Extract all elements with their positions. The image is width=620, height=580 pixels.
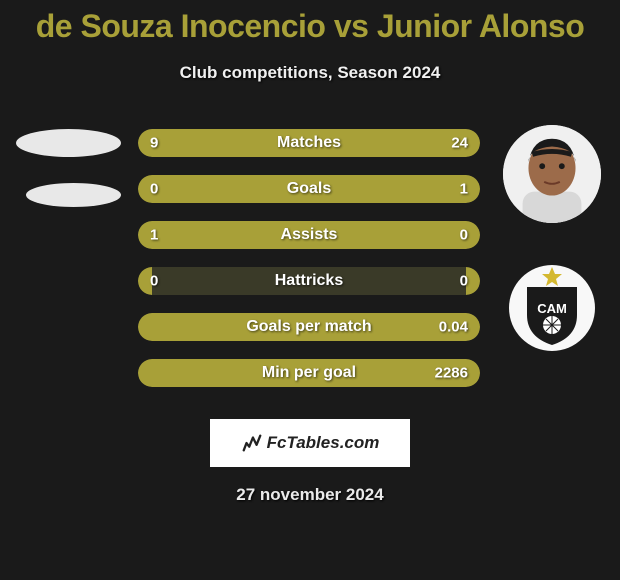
stat-bar: 0Goals1 — [138, 175, 480, 203]
stat-label: Matches — [138, 134, 480, 152]
brand-icon — [241, 432, 263, 454]
stat-value-right: 1 — [460, 181, 468, 198]
stat-value-right: 0 — [460, 273, 468, 290]
page-subtitle: Club competitions, Season 2024 — [0, 63, 620, 83]
stat-bar: Min per goal2286 — [138, 359, 480, 387]
right-club-badge: CAM — [509, 265, 595, 351]
stats-bars: 9Matches240Goals11Assists00Hattricks0Goa… — [138, 129, 480, 387]
comparison-area: CAM 9Matches240Goals11Assists00Hattricks… — [0, 121, 620, 401]
stat-value-right: 2286 — [435, 365, 468, 382]
page-title: de Souza Inocencio vs Junior Alonso — [0, 0, 620, 45]
right-player-column: CAM — [492, 121, 612, 351]
date-text: 27 november 2024 — [0, 485, 620, 505]
stat-bar: 0Hattricks0 — [138, 267, 480, 295]
left-player-placeholder-1 — [16, 129, 121, 157]
right-player-avatar — [503, 125, 601, 223]
left-player-column — [8, 121, 128, 207]
brand-text: FcTables.com — [267, 433, 380, 453]
stat-label: Hattricks — [138, 272, 480, 290]
stat-value-right: 0.04 — [439, 319, 468, 336]
left-player-placeholder-2 — [26, 183, 121, 207]
stat-label: Min per goal — [138, 364, 480, 382]
stat-label: Goals per match — [138, 318, 480, 336]
stat-value-right: 0 — [460, 227, 468, 244]
stat-value-right: 24 — [451, 135, 468, 152]
stat-label: Assists — [138, 226, 480, 244]
stat-bar: 9Matches24 — [138, 129, 480, 157]
stat-bar: Goals per match0.04 — [138, 313, 480, 341]
stat-bar: 1Assists0 — [138, 221, 480, 249]
brand-badge: FcTables.com — [210, 419, 410, 467]
stat-label: Goals — [138, 180, 480, 198]
svg-text:CAM: CAM — [537, 301, 567, 316]
